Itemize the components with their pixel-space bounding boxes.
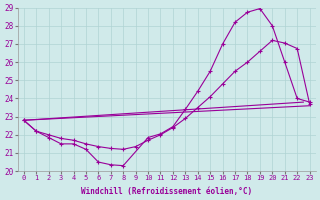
- X-axis label: Windchill (Refroidissement éolien,°C): Windchill (Refroidissement éolien,°C): [81, 187, 252, 196]
